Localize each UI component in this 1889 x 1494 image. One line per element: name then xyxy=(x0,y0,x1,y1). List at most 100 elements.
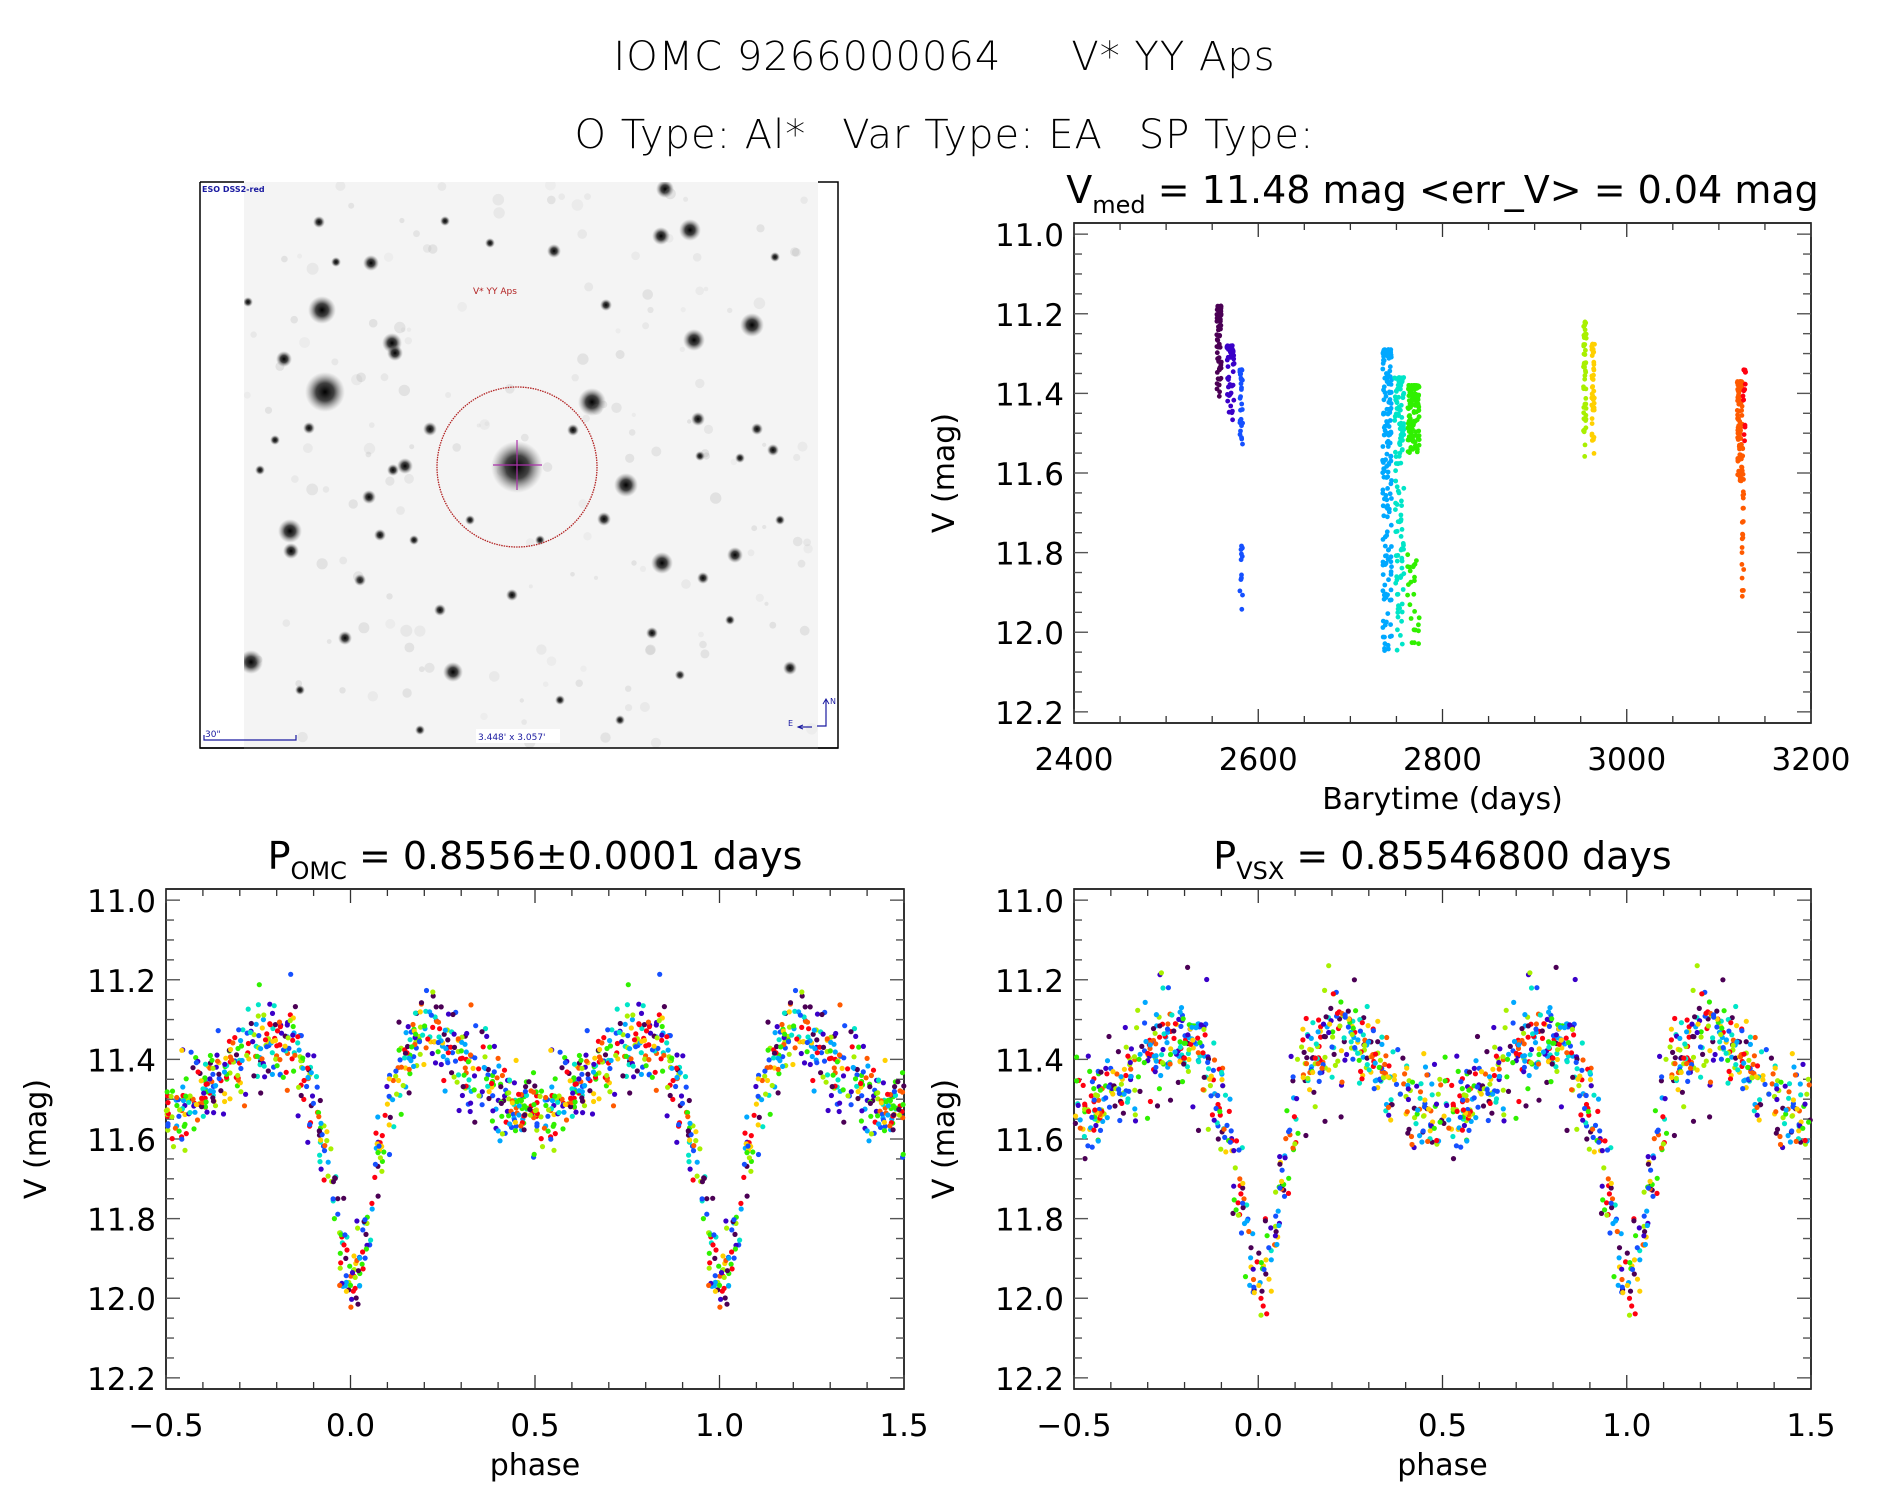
data-point xyxy=(1341,1039,1347,1045)
data-point xyxy=(687,1166,693,1172)
data-point xyxy=(1294,1096,1300,1102)
data-point xyxy=(832,1049,838,1055)
data-point xyxy=(245,1040,251,1047)
data-point xyxy=(636,1022,642,1028)
data-point xyxy=(1793,1138,1799,1144)
data-point xyxy=(634,1068,640,1074)
data-point xyxy=(1592,1122,1599,1128)
data-point xyxy=(1583,1092,1589,1099)
data-point xyxy=(269,1050,275,1056)
data-point xyxy=(1618,1231,1624,1237)
data-point xyxy=(620,1073,626,1079)
data-point xyxy=(707,1260,713,1266)
data-point xyxy=(823,1079,829,1085)
data-point xyxy=(300,1065,306,1071)
data-point xyxy=(1786,1089,1792,1095)
data-point xyxy=(820,1031,826,1037)
data-point xyxy=(868,1072,875,1079)
data-point xyxy=(1404,1109,1410,1115)
data-point xyxy=(652,1069,658,1075)
data-point xyxy=(1785,1133,1791,1139)
faint-star xyxy=(547,195,556,205)
data-point xyxy=(1151,1053,1157,1059)
data-point xyxy=(406,1090,412,1096)
star xyxy=(239,650,263,674)
data-point xyxy=(685,1114,691,1120)
data-point xyxy=(239,1057,245,1064)
data-point xyxy=(848,1102,854,1108)
data-point xyxy=(842,1023,848,1029)
faint-star xyxy=(306,262,319,275)
data-point xyxy=(676,1122,682,1128)
data-point xyxy=(1238,377,1244,382)
data-point xyxy=(1581,343,1587,349)
y-axis-label: V (mag) xyxy=(19,1079,54,1199)
data-point xyxy=(571,1075,577,1081)
data-point xyxy=(1590,350,1596,356)
data-point xyxy=(1787,1139,1793,1145)
data-point xyxy=(1415,402,1420,408)
data-point xyxy=(1387,368,1393,374)
data-point xyxy=(786,1009,792,1015)
x-tick-label: 3200 xyxy=(1772,742,1851,778)
data-point xyxy=(1536,1051,1542,1058)
data-point xyxy=(486,1095,492,1102)
data-point xyxy=(1698,1034,1704,1040)
data-point xyxy=(1338,1048,1344,1054)
data-point xyxy=(1291,1114,1297,1120)
data-point xyxy=(1376,1064,1382,1070)
data-point xyxy=(738,1200,744,1206)
data-point xyxy=(1557,1024,1563,1030)
data-point xyxy=(274,1063,280,1069)
data-point xyxy=(357,1283,363,1289)
faint-star xyxy=(591,403,603,415)
data-point xyxy=(1330,991,1336,997)
data-point xyxy=(629,1017,636,1023)
data-point xyxy=(1651,1155,1657,1161)
data-point xyxy=(1735,1067,1741,1073)
data-point xyxy=(1268,1225,1274,1231)
data-point xyxy=(1740,531,1745,537)
faint-star xyxy=(399,217,405,224)
data-point xyxy=(563,1117,570,1123)
data-point xyxy=(1589,391,1595,397)
faint-star xyxy=(255,655,263,664)
data-point xyxy=(759,1077,765,1084)
data-point xyxy=(1667,1044,1673,1050)
data-point xyxy=(665,1047,671,1053)
data-point xyxy=(301,1096,307,1102)
data-point xyxy=(1226,384,1231,390)
data-point xyxy=(1546,1039,1552,1045)
data-point xyxy=(1395,614,1401,620)
faint-star xyxy=(790,247,800,257)
data-point xyxy=(549,1098,556,1104)
data-point xyxy=(1399,498,1404,504)
data-point xyxy=(858,1080,864,1087)
data-point xyxy=(532,1083,538,1089)
data-point xyxy=(280,1074,286,1080)
data-point xyxy=(1300,1074,1306,1081)
data-point xyxy=(1241,1196,1247,1202)
data-point xyxy=(1285,1190,1292,1196)
data-point xyxy=(1729,1015,1735,1021)
data-point xyxy=(1616,1245,1623,1251)
faint-star xyxy=(339,687,346,694)
data-point xyxy=(210,1095,216,1101)
data-point xyxy=(1585,1108,1591,1115)
data-point xyxy=(1202,1032,1208,1038)
data-point xyxy=(1228,403,1234,409)
data-point xyxy=(636,1001,642,1007)
data-point xyxy=(1386,506,1392,512)
data-point xyxy=(1453,1143,1459,1149)
data-point xyxy=(630,1063,636,1069)
data-point xyxy=(216,1071,222,1077)
data-point xyxy=(1414,1083,1420,1089)
data-point xyxy=(430,993,436,999)
data-point xyxy=(386,1076,392,1082)
data-point xyxy=(744,1193,750,1199)
faint-star xyxy=(570,572,575,577)
data-point xyxy=(1511,999,1517,1006)
faint-star xyxy=(762,524,767,530)
data-point xyxy=(1246,1228,1252,1235)
data-point xyxy=(1339,1079,1345,1085)
